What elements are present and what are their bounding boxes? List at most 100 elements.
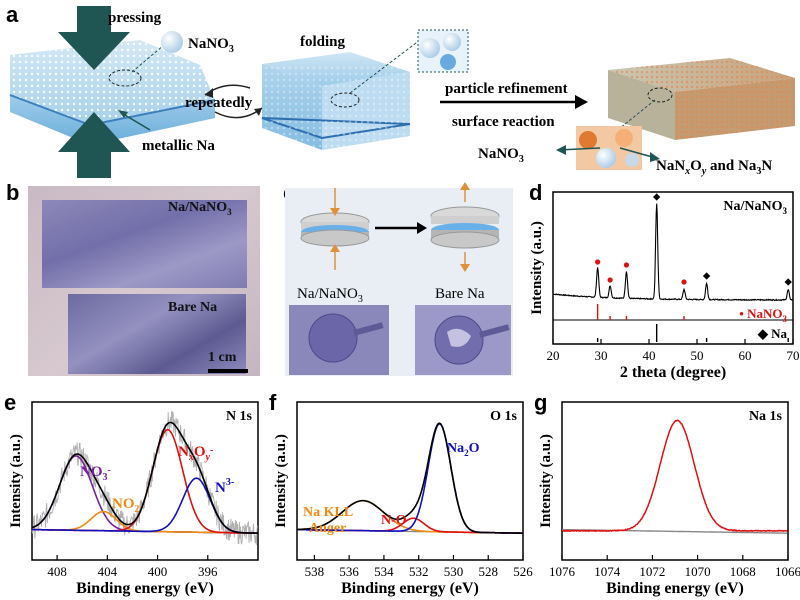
- x-tick-label: 538: [305, 564, 325, 579]
- chart-title: N 1s: [226, 409, 253, 424]
- scale-bar: [208, 369, 248, 373]
- label-no3: NO3-: [80, 464, 111, 483]
- legend-nano3-ref: • NaNO3: [739, 306, 787, 324]
- panel-g: g 1076 1074 1072 1070 1068 1066 Binding energy…: [530, 390, 800, 600]
- panel-c: c Na/NaNO3 Bare Na: [275, 180, 525, 380]
- pressed-slab: [9, 40, 216, 145]
- panel-a: a: [0, 0, 800, 180]
- x-tick-label: 528: [478, 564, 498, 579]
- x-tick-label: 396: [198, 564, 218, 579]
- nano3-particle-icon: [161, 31, 183, 53]
- x-axis-label: Binding energy (eV): [606, 580, 744, 597]
- press-arrow-up: [58, 112, 130, 178]
- schematic-a: pressing NaNO3 folding repeatedly metall…: [9, 6, 795, 178]
- press-arrow-down: [58, 6, 130, 70]
- panel-d: d 20 30 40 50 60 70 2 theta (degree) Intensity …: [525, 180, 800, 390]
- chart-title: Na 1s: [749, 409, 783, 424]
- x-tick-label: 50: [691, 348, 704, 363]
- label-folding: folding: [300, 34, 346, 50]
- x-tick-label: 1074: [594, 564, 621, 579]
- nano3-peak-marker: [607, 277, 613, 283]
- scale-bar-label: 1 cm: [208, 350, 237, 365]
- nano3-peak-marker: [623, 262, 630, 268]
- plot-frame: [552, 191, 794, 345]
- label-pressing: pressing: [108, 10, 162, 26]
- panel-label-d: d: [529, 180, 543, 205]
- x-axis-label: 2 theta (degree): [620, 364, 726, 381]
- xps-o1s-chart: 538 536 534 532 530 528 526 Binding energy (eV)…: [273, 401, 533, 597]
- schematic-c: Na/NaNO3 Bare Na: [285, 182, 513, 376]
- x-tick-label: 60: [739, 348, 752, 363]
- label-bare-na-photo: Bare Na: [168, 300, 218, 315]
- envelope-fit: [297, 422, 523, 534]
- x-tick-label: 1070: [685, 564, 711, 579]
- label-n-o: N-O: [381, 513, 407, 528]
- folded-slab: [261, 52, 411, 150]
- zoom-inset-folding: [417, 29, 469, 73]
- x-tick-label: 40: [643, 348, 656, 363]
- y-axis-label: Intensity (a.u.): [538, 434, 554, 528]
- na-peak-marker: [653, 193, 661, 201]
- plot-frame: [31, 401, 259, 561]
- xrd-chart: 20 30 40 50 60 70 2 theta (degree) Intensity (a…: [529, 191, 800, 381]
- panel-label-b: b: [6, 180, 20, 205]
- nano3-peak-marker: [595, 259, 601, 265]
- x-axis-label: Binding energy (eV): [341, 580, 479, 597]
- photo-na-nano3: Na/NaNO3 Bare Na 1 cm: [28, 186, 260, 376]
- x-tick-label: 20: [547, 348, 560, 363]
- xrd-pattern-line: [553, 203, 793, 302]
- x-axis-label: Binding energy (eV): [76, 580, 214, 597]
- panel-b: b Na/NaNO3 Bare Na 1 cm: [0, 180, 275, 380]
- label-c-na-nano3: Na/NaNO3: [297, 286, 363, 305]
- cell-bare-na: [430, 182, 500, 272]
- legend-na-nano3: Na/NaNO3: [723, 199, 787, 216]
- label-surface-reaction: surface reaction: [452, 114, 555, 130]
- xps-na1s-chart: 1076 1074 1072 1070 1068 1066 Binding energy (…: [538, 401, 800, 597]
- label-na2o: Na2O: [447, 441, 480, 458]
- label-products: NaNxOy and Na3N: [656, 158, 772, 177]
- plot-frame: [296, 401, 524, 561]
- label-nxoy: NxOy-: [178, 444, 213, 463]
- label-particle-refinement: particle refinement: [445, 81, 568, 97]
- plot-frame: [561, 401, 789, 561]
- label-no2: NO2: [112, 496, 140, 515]
- x-tick-label: 404: [98, 564, 118, 579]
- label-product-nano3: NaNO3: [478, 146, 524, 165]
- electrode-photo-right: [415, 305, 511, 375]
- chart-title: O 1s: [490, 409, 517, 424]
- reacted-slab: [608, 58, 795, 140]
- panel-label-a: a: [6, 2, 19, 27]
- x-tick-label: 70: [787, 348, 800, 363]
- legend-na-ref: ◆ Na: [757, 326, 788, 341]
- label-repeatedly: repeatedly: [185, 95, 253, 111]
- label-na-nano3-photo: Na/NaNO3: [168, 200, 232, 217]
- label-auger: Auger: [309, 521, 346, 536]
- label-nano3-particle: NaNO3: [188, 36, 234, 55]
- electrode-photo-left: [289, 305, 389, 375]
- x-tick-label: 526: [513, 564, 533, 579]
- x-tick-label: 408: [47, 564, 67, 579]
- x-tick-label: 534: [374, 564, 394, 579]
- y-axis-label: Intensity (a.u.): [8, 434, 24, 528]
- x-tick-label: 400: [148, 564, 168, 579]
- label-metallic-na: metallic Na: [142, 138, 215, 154]
- x-tick-label: 1072: [639, 564, 665, 579]
- na-peak-marker: [702, 272, 711, 280]
- x-tick-label: 1066: [775, 564, 800, 579]
- label-na-kll: Na KLL: [303, 505, 353, 520]
- panel-label-g: g: [534, 390, 548, 415]
- na-peak-marker: [784, 278, 792, 286]
- panel-e: e 408 404 400 396 Binding energy (eV) Intensi…: [0, 390, 270, 600]
- y-axis-label: Intensity (a.u.): [273, 434, 289, 528]
- panel-label-f: f: [269, 390, 277, 415]
- x-tick-label: 532: [409, 564, 429, 579]
- y-axis-label: Intensity (a.u.): [529, 221, 545, 315]
- x-tick-label: 536: [339, 564, 359, 579]
- na1s-spectrum: [561, 419, 788, 533]
- envelope-fit: [31, 421, 258, 534]
- label-c-bare-na: Bare Na: [435, 286, 485, 302]
- label-n3: N3-: [215, 477, 234, 496]
- panel-f: f 538 536 534 532 530 528 526 Binding energy (e…: [265, 390, 535, 600]
- x-tick-label: 30: [595, 348, 608, 363]
